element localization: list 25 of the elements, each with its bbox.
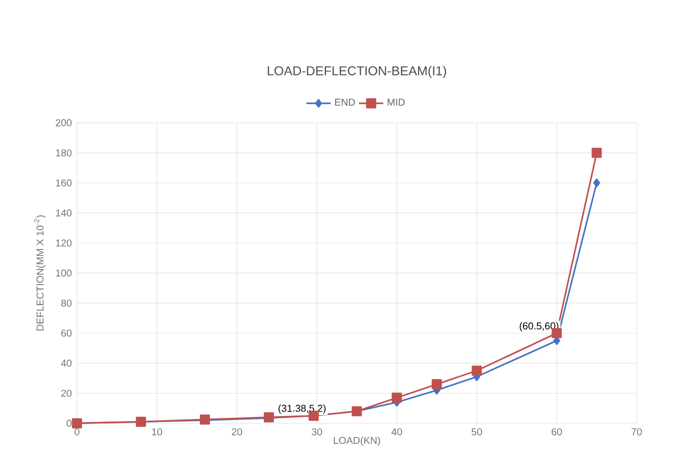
y-tick-label: 140 [56, 210, 72, 217]
y-tick-label: 60 [61, 330, 72, 337]
y-tick-label: 160 [56, 180, 72, 187]
chart-title: LOAD-DEFLECTION-BEAM(I1) [268, 66, 446, 78]
x-tick-label: 30 [312, 428, 322, 436]
y-tick-label: 20 [61, 390, 72, 397]
y-tick-label: 180 [56, 149, 72, 157]
x-tick-label: 0 [74, 428, 80, 436]
legend-label: MID [388, 98, 405, 106]
y-tick-label: 200 [56, 119, 72, 126]
y-axis-title: DEFLECTION(MM X 10$^{-2}$) [34, 215, 46, 331]
x-tick-label: 50 [472, 428, 482, 436]
y-tick-label: 40 [61, 360, 72, 367]
x-tick-label: 40 [391, 428, 402, 436]
x-tick-label: 10 [152, 428, 162, 436]
y-tick-label: 80 [61, 300, 72, 307]
x-tick-label: 20 [232, 428, 242, 436]
x-tick-label: 60 [552, 428, 562, 436]
y-tick-label: 100 [56, 270, 72, 277]
x-axis-title: LOAD(KN) [334, 436, 380, 446]
legend-label: END [335, 98, 355, 106]
x-tick-label: 70 [632, 428, 642, 436]
annotation: (31.38,5.2) [278, 404, 326, 414]
y-tick-label: 120 [56, 240, 72, 247]
y-tick-label: 0 [66, 420, 72, 427]
